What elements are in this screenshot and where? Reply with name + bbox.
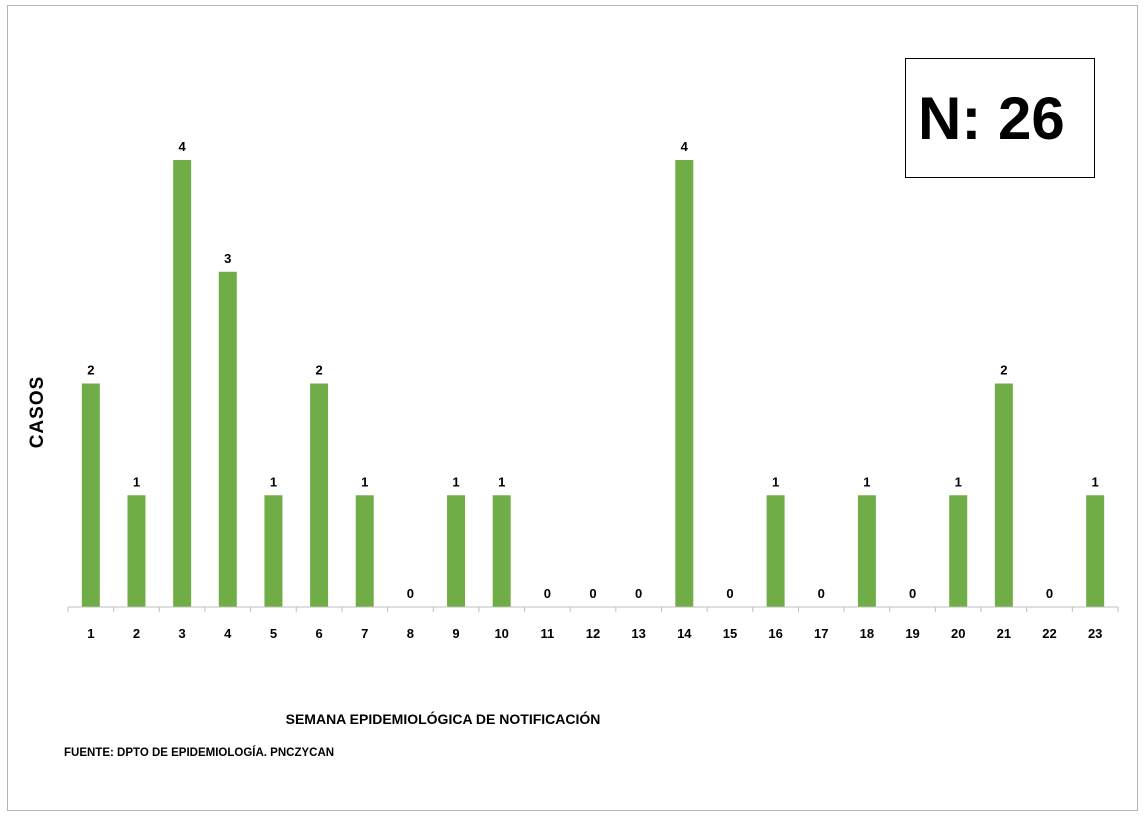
bar-week-20 [949, 495, 968, 607]
data-label-week-21: 2 [1000, 363, 1007, 378]
data-label-week-11: 0 [544, 586, 551, 601]
x-axis: 1 2 3 4 5 6 7 8 9 10 11 12 13 14 15 16 17 18 19 20 21 22 23 [67, 606, 1119, 641]
bar-week-5 [264, 495, 283, 607]
data-label-week-18: 1 [863, 474, 870, 489]
total-label: N: [918, 84, 982, 152]
bar-week-7 [355, 495, 374, 607]
data-label-week-17: 0 [818, 586, 825, 601]
data-label-week-3: 4 [179, 139, 187, 154]
x-tick-label-4: 4 [224, 626, 232, 641]
data-label-week-14: 4 [681, 139, 689, 154]
bar-week-1 [81, 383, 100, 607]
x-tick-label-2: 2 [133, 626, 140, 641]
x-tick-label-5: 5 [270, 626, 277, 641]
bar-week-23 [1086, 495, 1105, 607]
data-label-week-15: 0 [726, 586, 733, 601]
bar-week-21 [994, 383, 1013, 607]
data-label-week-7: 1 [361, 474, 368, 489]
bar-week-2 [127, 495, 146, 607]
x-tick-label-3: 3 [179, 626, 186, 641]
data-label-week-20: 1 [955, 474, 962, 489]
bar-week-10 [492, 495, 511, 607]
data-label-week-16: 1 [772, 474, 779, 489]
x-tick-label-22: 22 [1042, 626, 1056, 641]
x-tick-label-7: 7 [361, 626, 368, 641]
bar-week-16 [766, 495, 785, 607]
x-tick-label-15: 15 [723, 626, 737, 641]
x-axis-title: SEMANA EPIDEMIOLÓGICA DE NOTIFICACIÓN [285, 711, 601, 727]
data-label-week-13: 0 [635, 586, 642, 601]
x-tick-label-19: 19 [905, 626, 919, 641]
data-label-week-23: 1 [1092, 474, 1099, 489]
bar-week-14 [675, 160, 694, 607]
x-tick-label-8: 8 [407, 626, 414, 641]
bar-week-6 [310, 383, 329, 607]
x-tick-label-6: 6 [315, 626, 322, 641]
data-label-week-12: 0 [589, 586, 596, 601]
source-note: FUENTE: DPTO DE EPIDEMIOLOGÍA. PNCZYCAN [64, 747, 335, 759]
y-axis-title: CASOS [27, 375, 48, 449]
data-label-week-5: 1 [270, 474, 277, 489]
data-label-week-2: 1 [133, 474, 140, 489]
chart-frame [7, 5, 1138, 811]
x-tick-label-10: 10 [494, 626, 508, 641]
data-label-week-1: 2 [87, 363, 94, 378]
data-label-week-10: 1 [498, 474, 505, 489]
x-tick-label-18: 18 [860, 626, 874, 641]
x-tick-label-1: 1 [87, 626, 94, 641]
data-label-week-4: 3 [224, 251, 231, 266]
x-tick-label-13: 13 [631, 626, 645, 641]
x-tick-label-12: 12 [586, 626, 600, 641]
data-labels-group: 2 1 4 3 1 2 1 0 1 1 0 0 0 4 0 1 0 1 0 1 2 0 1 [87, 139, 1099, 601]
bar-week-9 [447, 495, 466, 607]
x-tick-label-11: 11 [540, 626, 554, 641]
total-value: 26 [997, 84, 1065, 152]
data-label-week-6: 2 [315, 363, 322, 378]
total-annotation-box: N: 26 [905, 58, 1095, 178]
bars-group [81, 160, 1105, 607]
x-tick-label-23: 23 [1088, 626, 1102, 641]
x-tick-label-14: 14 [677, 626, 692, 641]
data-label-week-8: 0 [407, 586, 414, 601]
x-tick-label-20: 20 [951, 626, 965, 641]
data-label-week-19: 0 [909, 586, 916, 601]
x-tick-label-9: 9 [452, 626, 459, 641]
bar-week-4 [218, 271, 237, 607]
data-label-week-22: 0 [1046, 586, 1053, 601]
bar-week-18 [857, 495, 876, 607]
x-tick-label-16: 16 [768, 626, 782, 641]
x-tick-label-21: 21 [997, 626, 1011, 641]
bar-week-3 [173, 160, 192, 607]
x-tick-label-17: 17 [814, 626, 828, 641]
data-label-week-9: 1 [452, 474, 459, 489]
